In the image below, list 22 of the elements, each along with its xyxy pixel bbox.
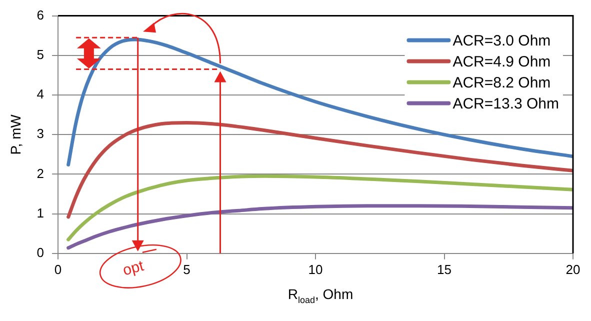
x-tick-label: 10 (308, 262, 323, 277)
y-tick-label: 0 (36, 244, 44, 260)
x-tick-label: 15 (437, 262, 452, 277)
legend-label: ACR=4.9 Ohm (452, 53, 551, 70)
legend-label: ACR=13.3 Ohm (452, 95, 559, 112)
line-series (66, 120, 573, 219)
y-tick-label: 2 (36, 166, 44, 181)
y-tick-label: 1 (36, 205, 44, 220)
legend-label: ACR=3.0 Ohm (452, 32, 551, 50)
y-axis-title: P, mW (7, 114, 24, 155)
y-tick-label: 3 (36, 126, 44, 142)
text: opt (121, 257, 146, 280)
line-series (66, 204, 573, 250)
x-tick-label: 0 (54, 262, 62, 277)
x-tick-label: 20 (566, 262, 580, 277)
legend-label: ACR=8.2 Ohm (452, 74, 551, 92)
y-tick-label: 5 (36, 46, 44, 62)
y-tick-label: 4 (36, 86, 44, 102)
y-tick-label: 6 (36, 7, 44, 22)
line-series (66, 174, 573, 242)
x-tick-label: 5 (183, 262, 190, 277)
x-axis-title: R$_{load}$, Ohm (286, 286, 354, 305)
